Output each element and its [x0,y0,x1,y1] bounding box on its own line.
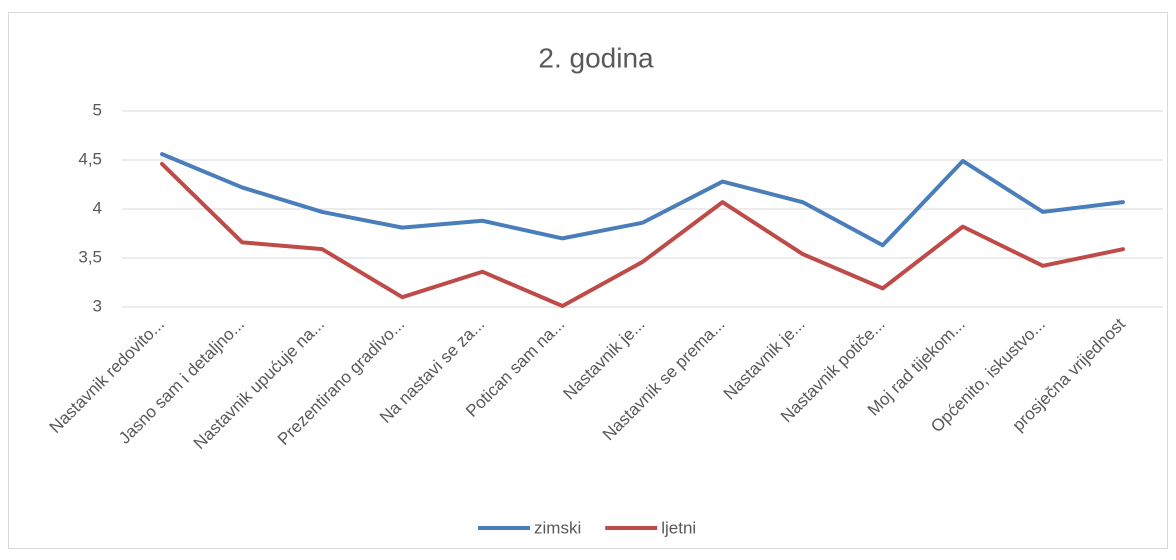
y-tick-label: 4,5 [78,149,102,168]
y-tick-label: 5 [93,100,102,119]
series-line [160,161,1125,309]
chart-title: 2. godina [538,42,654,73]
chart-border [8,12,1168,549]
y-tick-label: 3 [93,296,102,315]
y-tick-label: 3,5 [78,247,102,266]
y-tick-label: 4 [93,198,102,217]
series-line [160,152,1125,248]
legend-label: ljetni [661,518,696,537]
legend-label: zimski [534,518,581,537]
